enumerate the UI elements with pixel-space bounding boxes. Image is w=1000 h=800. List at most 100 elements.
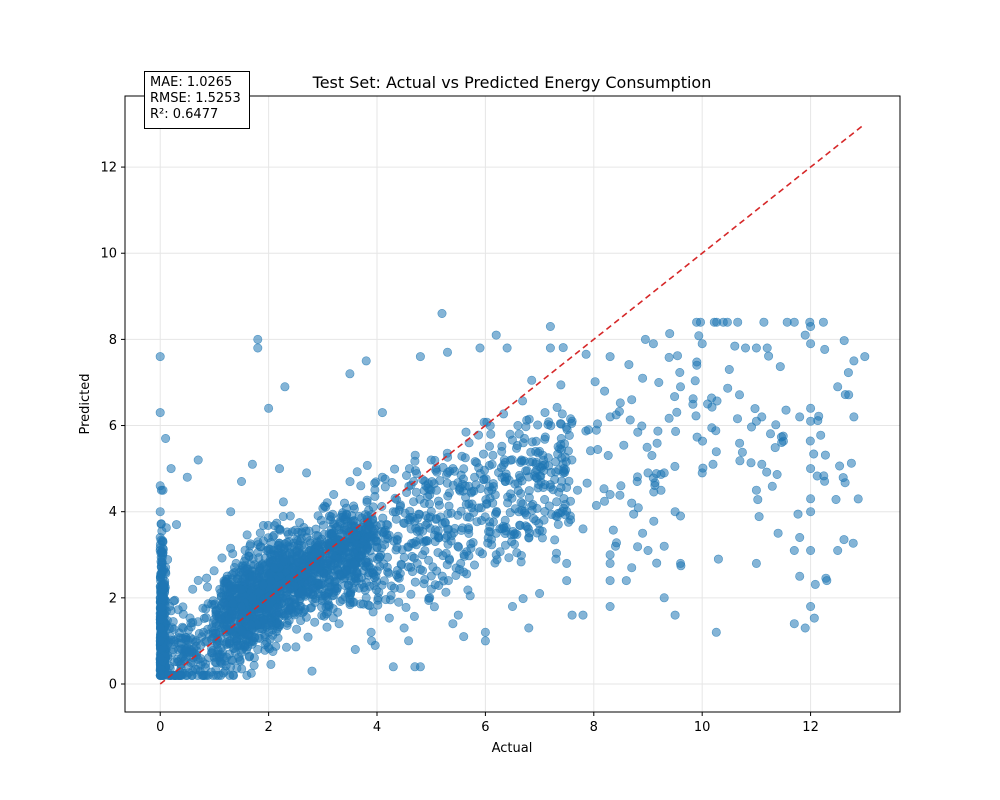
data-point [643,545,653,555]
data-point [525,457,535,467]
data-point [471,480,481,490]
data-point [424,499,434,509]
data-point [231,558,241,568]
data-point [507,601,517,611]
data-point [155,636,165,646]
data-point [264,571,274,581]
data-point [806,464,816,474]
data-point [809,449,819,459]
data-point [225,636,235,646]
y-tick-label: 10 [100,247,117,262]
data-point [600,386,610,396]
data-point [512,548,522,558]
data-point [410,662,420,672]
data-point [362,495,372,505]
data-point [484,460,494,470]
data-point [396,560,406,570]
data-point [211,670,221,680]
data-point [839,336,849,346]
data-point [404,464,414,474]
data-point [711,426,721,436]
data-point [735,438,745,448]
data-point [178,622,188,632]
y-tick-label: 0 [109,678,117,693]
data-point [776,432,786,442]
data-point [352,569,362,579]
data-point [718,317,728,327]
data-point [425,593,435,603]
x-tick-label: 10 [694,720,711,735]
data-point [518,438,528,448]
data-point [615,490,625,500]
data-point [754,512,764,522]
data-point [491,528,501,538]
data-point [243,564,253,574]
data-point [284,616,294,626]
data-point [368,514,378,524]
data-point [301,526,311,536]
data-point [339,498,349,508]
data-point [713,554,723,564]
data-point [814,411,824,421]
data-point [567,610,577,620]
data-point [675,367,685,377]
data-point [537,526,547,536]
data-point [373,593,383,603]
data-point [672,351,682,361]
data-point [789,545,799,555]
data-point [429,602,439,612]
data-point [266,659,276,669]
data-point [670,610,680,620]
data-point [654,377,664,387]
data-point [773,528,783,538]
data-point [296,601,306,611]
data-point [751,343,761,353]
data-point [434,580,444,590]
data-point [800,330,810,340]
data-point [524,532,534,542]
data-point [690,376,700,386]
data-point [531,516,541,526]
data-point [750,404,760,414]
data-point [737,447,747,457]
data-point [789,317,799,327]
data-point [488,450,498,460]
data-point [380,540,390,550]
data-point [228,670,238,680]
data-point [345,369,355,379]
data-point [816,430,826,440]
data-point [361,356,371,366]
data-point [767,481,777,491]
data-point [516,497,526,507]
data-point [305,603,315,613]
data-point [242,530,252,540]
data-point [469,560,479,570]
data-point [812,471,822,481]
data-point [433,496,443,506]
data-point [377,408,387,418]
data-point [425,523,435,533]
data-point [822,576,832,586]
data-point [603,450,613,460]
data-point [480,627,490,637]
data-point [583,425,593,435]
data-point [155,614,165,624]
data-point [499,460,509,470]
data-point [527,375,537,385]
data-point [342,566,352,576]
data-point [692,317,702,327]
data-point [599,484,609,494]
data-point [324,511,334,521]
data-point [412,469,422,479]
data-point [291,642,301,652]
data-point [659,541,669,551]
data-point [209,566,219,576]
data-point [235,656,245,666]
data-point [269,563,279,573]
data-point [432,566,442,576]
data-point [229,568,239,578]
data-point [443,539,453,549]
data-point [155,352,165,362]
data-point [267,593,277,603]
data-point [697,436,707,446]
